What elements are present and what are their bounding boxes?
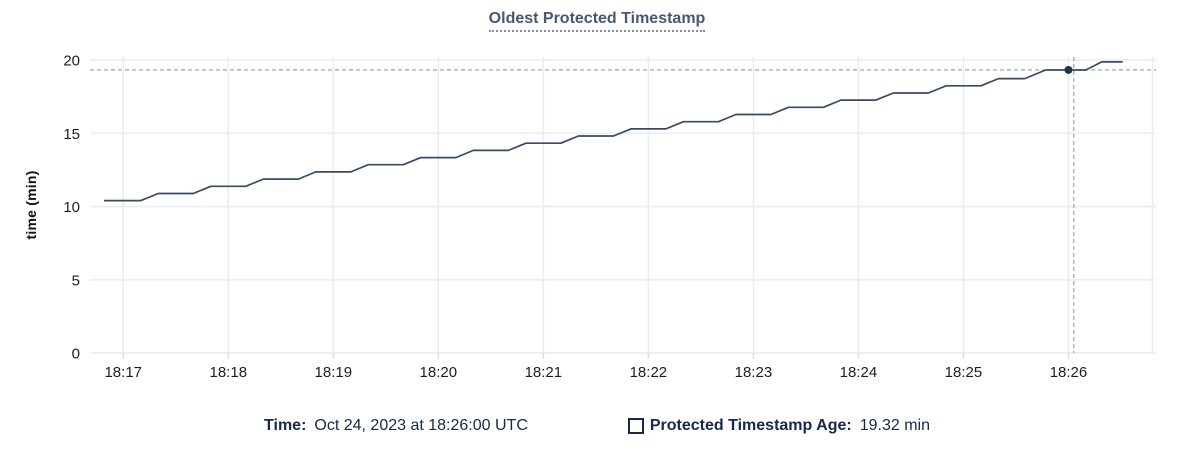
x-tick-label: 18:23 xyxy=(735,364,773,381)
x-tick-label: 18:21 xyxy=(525,364,563,381)
hover-point-dot[interactable] xyxy=(1064,65,1073,74)
series-line[interactable] xyxy=(104,61,1123,202)
series-swatch[interactable] xyxy=(627,418,644,434)
x-tick-label: 18:19 xyxy=(315,364,353,381)
chart-title-row: Oldest Protected Timestamp xyxy=(0,10,1194,32)
chart-title[interactable]: Oldest Protected Timestamp xyxy=(488,10,706,32)
series-value: 19.32 min xyxy=(859,417,930,434)
y-tick-label: 15 xyxy=(63,126,80,143)
y-tick-label: 10 xyxy=(63,199,80,216)
hover-series-group: Protected Timestamp Age: 19.32 min xyxy=(627,417,930,435)
y-tick-label: 5 xyxy=(72,272,80,289)
x-tick-label: 18:20 xyxy=(420,364,458,381)
y-tick-label: 20 xyxy=(63,53,80,70)
time-value: Oct 24, 2023 at 18:26:00 UTC xyxy=(314,417,528,434)
y-tick-label: 0 xyxy=(72,346,80,363)
x-tick-label: 18:17 xyxy=(104,364,142,381)
x-tick-label: 18:26 xyxy=(1050,364,1088,381)
hover-time-group: Time: Oct 24, 2023 at 18:26:00 UTC xyxy=(264,417,528,435)
x-tick-label: 18:22 xyxy=(630,364,668,381)
x-tick-label: 18:18 xyxy=(210,364,248,381)
x-tick-label: 18:25 xyxy=(945,364,983,381)
time-label: Time: xyxy=(264,417,307,434)
x-tick-label: 18:24 xyxy=(840,364,878,381)
line-chart-canvas[interactable]: 0 5 10 15 20 18:17 18:18 18:19 18:20 18:21 18:22 18… xyxy=(0,0,1194,395)
hover-legend: Time: Oct 24, 2023 at 18:26:00 UTC Prote… xyxy=(0,417,1194,435)
series-label: Protected Timestamp Age: xyxy=(649,417,852,434)
